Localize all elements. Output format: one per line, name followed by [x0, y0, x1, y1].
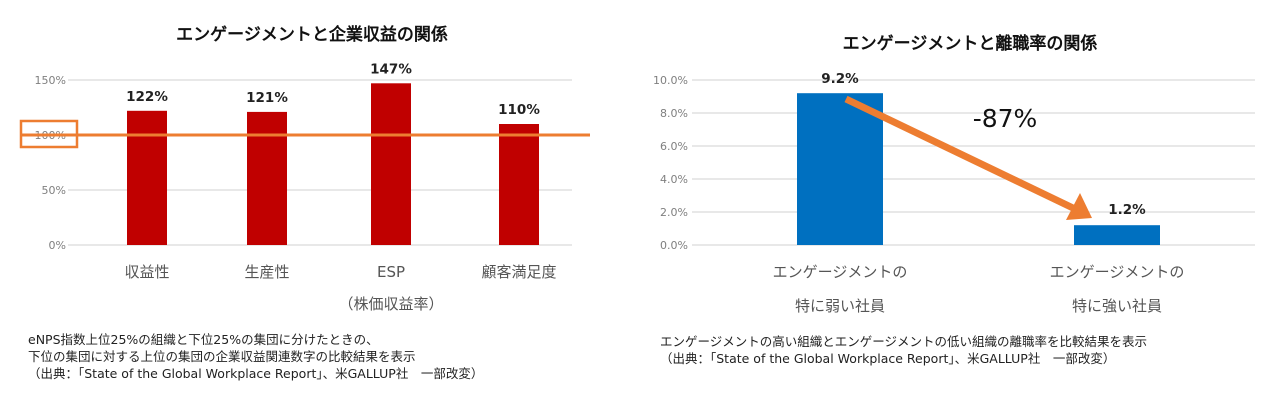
bar — [499, 124, 539, 245]
y-tick-label: 50% — [42, 184, 66, 197]
data-label: 1.2% — [1108, 202, 1146, 218]
data-label: 147% — [370, 61, 412, 77]
category-label: エンゲージメントの — [773, 263, 908, 281]
y-tick-label: 10.0% — [653, 74, 688, 87]
change-annotation: -87% — [973, 104, 1038, 133]
y-tick-label: 8.0% — [660, 107, 688, 120]
category-label: 特に強い社員 — [1072, 297, 1162, 315]
data-label: 121% — [246, 90, 288, 106]
bar — [1074, 225, 1160, 245]
chart-title: エンゲージメントと離職率の関係 — [843, 33, 1098, 54]
bar — [371, 83, 411, 245]
category-label: 顧客満足度 — [481, 263, 556, 281]
y-tick-label: 150% — [35, 74, 66, 87]
arrow-head — [1066, 193, 1092, 220]
category-label: 収益性 — [124, 263, 169, 281]
y-tick-label: 6.0% — [660, 140, 688, 153]
bar — [247, 111, 287, 246]
chart-title: エンゲージメントと企業収益の関係 — [176, 24, 448, 45]
arrow-shaft — [844, 95, 1075, 212]
category-label: 特に弱い社員 — [795, 297, 885, 315]
y-tick-label: 0.0% — [660, 239, 688, 252]
highlight-box — [19, 119, 79, 149]
right-note: エンゲージメントの高い組織とエンゲージメントの低い組織の離職率を比較結果を表示 … — [660, 334, 1148, 366]
y-tick-label: 0% — [49, 239, 66, 252]
left-note: eNPS指数上位25%の組織と下位25%の集団に分けたときの、 下位の集団に対す… — [28, 332, 484, 381]
bar — [127, 110, 167, 245]
bar — [797, 93, 883, 245]
category-label: エンゲージメントの — [1050, 263, 1185, 281]
data-label: 110% — [498, 102, 540, 118]
y-tick-label: 2.0% — [660, 206, 688, 219]
y-tick-label: 4.0% — [660, 173, 688, 186]
data-label: 9.2% — [821, 71, 859, 87]
category-label: 生産性 — [244, 263, 289, 281]
category-label: ESP — [377, 263, 405, 281]
category-sublabel: （株価収益率） — [338, 295, 443, 313]
data-label: 122% — [126, 89, 168, 105]
